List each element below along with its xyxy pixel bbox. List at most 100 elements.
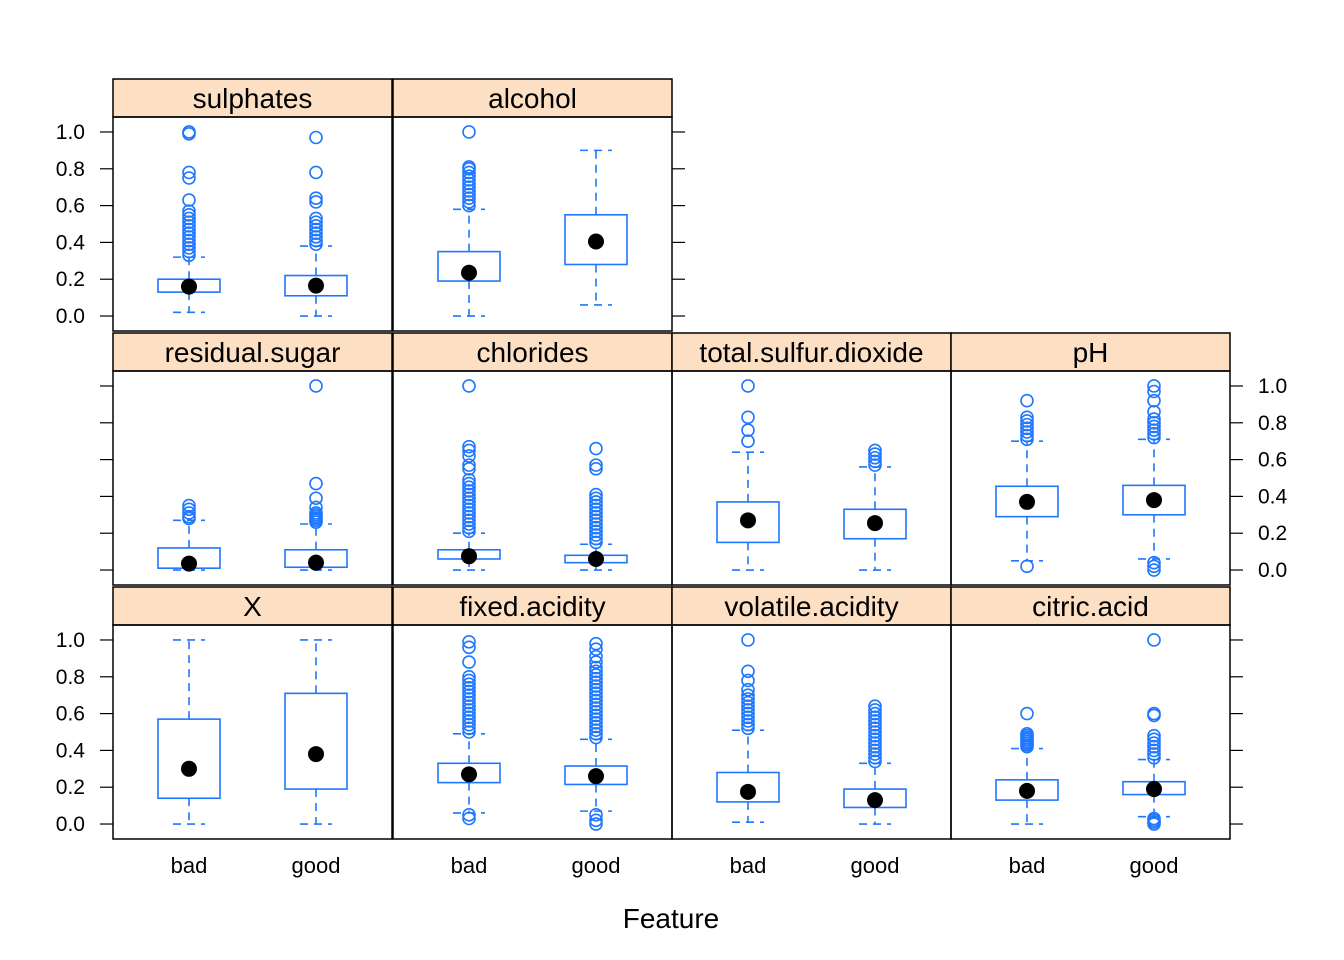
panel-pH: pH [950,332,1231,586]
outlier-point [589,697,603,712]
outlier-point [1147,404,1161,419]
x-tick-label-bad: bad [171,853,208,878]
strip-label: residual.sugar [165,337,341,368]
outlier-point [868,447,882,461]
panel-frame [392,624,673,840]
outlier-point [589,690,603,704]
outlier-point [462,125,476,139]
box-good [284,130,348,317]
outlier-point [741,717,755,732]
outlier-point [462,180,476,194]
box-iqr [716,501,780,544]
outlier-point [1020,393,1034,408]
median-dot [1146,781,1162,798]
outlier-point [309,230,323,244]
box-bad [157,498,221,572]
outlier-point [462,811,476,826]
outlier-point [462,495,476,509]
outlier-point [309,195,323,209]
box-good [1122,633,1186,831]
outlier-point [462,692,476,706]
outlier-point [462,169,476,183]
box-bad [716,633,780,823]
outlier-point [589,686,603,701]
outlier-point [868,454,882,469]
outlier-point [462,439,476,454]
y-tick-label: 0.8 [56,158,85,181]
box-good [1122,379,1186,577]
outlier-point [868,710,882,725]
median-dot [1146,492,1162,509]
outlier-point [589,458,603,472]
outlier-point [182,165,196,180]
outlier-point [462,379,476,393]
outlier-point [589,701,603,715]
outlier-point [868,732,882,747]
outlier-point [589,517,603,531]
strip-background [950,586,1231,626]
box-good [564,636,628,831]
box-iqr [843,508,907,540]
box-bad [437,125,501,317]
outlier-point [868,754,882,769]
strip-label: sulphates [193,83,313,114]
box-good [284,379,348,571]
box-bad [995,393,1059,574]
box-good [843,699,907,825]
outlier-point [868,747,882,761]
outlier-point [309,215,323,229]
outlier-point [741,423,755,437]
panel-frame [112,116,393,332]
outlier-point [741,721,755,736]
outlier-point [741,699,755,714]
outlier-point [182,211,196,226]
median-dot [1019,782,1035,799]
outlier-point [462,502,476,517]
median-dot [867,792,883,809]
outlier-point [1147,423,1161,437]
y-tick-label: 0.2 [56,776,85,799]
outlier-point [589,719,603,734]
box-iqr [284,274,348,297]
outlier-point [462,517,476,531]
outlier-point [1147,559,1161,574]
outlier-point [868,443,882,458]
y-tick-label: 0.8 [1258,412,1287,435]
outlier-point [182,219,196,233]
outlier-point [182,207,196,222]
panel-frame [392,116,673,332]
x-tick-label-bad: bad [451,853,488,878]
median-dot [181,278,197,295]
outlier-point [462,473,476,487]
strip-background [671,586,952,626]
outlier-point [462,458,476,472]
outlier-point [868,725,882,739]
outlier-point [309,226,323,241]
outlier-point [589,817,603,831]
outlier-point [462,461,476,476]
outlier-point [741,692,755,706]
box-iqr [564,765,628,786]
outlier-point [741,714,755,728]
box-good [284,639,348,825]
outlier-point [182,241,196,255]
outlier-point [462,187,476,202]
outlier-point [462,165,476,180]
outlier-point [1020,727,1034,741]
y-tick-label: 0.8 [56,666,85,689]
outlier-point [741,695,755,710]
outlier-point [868,736,882,750]
outlier-point [868,706,882,721]
outlier-point [462,184,476,198]
box-iqr [716,771,780,803]
outlier-point [309,130,323,145]
outlier-point [589,487,603,502]
panels-layer: sulphates alcohol residual.sugar chlorides t… [56,78,1288,878]
outlier-point [1147,811,1161,826]
outlier-point [589,520,603,535]
outlier-point [309,491,323,506]
outlier-point [462,173,476,187]
outlier-point [741,673,755,688]
outlier-point [868,739,882,754]
outlier-point [1147,415,1161,430]
